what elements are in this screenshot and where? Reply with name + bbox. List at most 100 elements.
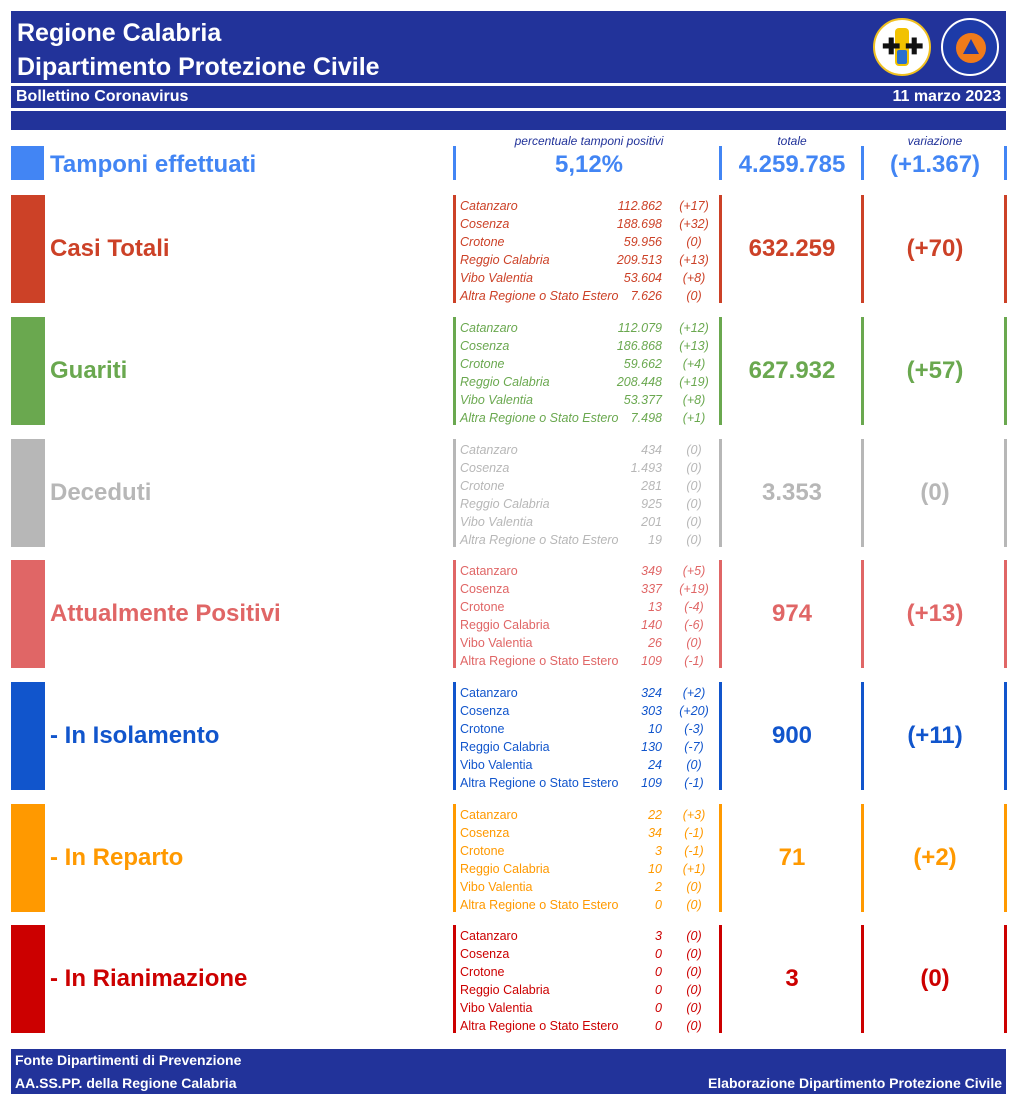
province-list: Catanzaro 112.079 (+12) Cosenza 186.868 (+13)… xyxy=(460,320,718,428)
province-value: 0 xyxy=(655,983,662,997)
category-total: 974 xyxy=(771,600,813,627)
column-divider xyxy=(453,195,456,303)
province-value: 0 xyxy=(655,965,662,979)
province-name: Crotone xyxy=(460,600,505,614)
tamponi-color-marker xyxy=(11,146,44,180)
province-delta: (-1) xyxy=(684,776,704,790)
province-value: 59.662 xyxy=(623,357,662,371)
province-name: Crotone xyxy=(460,357,505,371)
province-delta: (0) xyxy=(686,929,702,943)
province-delta: (0) xyxy=(686,947,702,961)
category-row: Guariti Catanzaro 112.079 (+12) Cosenza 186.8… xyxy=(0,317,1024,425)
column-divider xyxy=(1004,804,1007,912)
province-row: Reggio Calabria 925 (0) xyxy=(460,496,718,514)
header-stripe xyxy=(11,111,1006,130)
column-divider xyxy=(719,804,722,912)
province-name: Cosenza xyxy=(460,461,510,475)
column-divider xyxy=(719,682,722,790)
province-delta: (0) xyxy=(686,533,702,547)
province-delta: (-1) xyxy=(684,826,704,840)
province-row: Altra Regione o Stato Estero 0 (0) xyxy=(460,897,718,915)
province-name: Vibo Valentia xyxy=(460,758,533,772)
category-label: Guariti xyxy=(50,357,128,384)
province-name: Altra Regione o Stato Estero xyxy=(460,533,619,547)
column-divider xyxy=(719,195,722,303)
region-title: Regione Calabria xyxy=(17,19,222,47)
column-divider xyxy=(861,925,864,1033)
province-delta: (0) xyxy=(686,235,702,249)
province-row: Crotone 10 (-3) xyxy=(460,721,718,739)
province-delta: (0) xyxy=(686,636,702,650)
province-row: Reggio Calabria 209.513 (+13) xyxy=(460,252,718,270)
province-row: Altra Regione o Stato Estero 109 (-1) xyxy=(460,775,718,793)
province-name: Altra Regione o Stato Estero xyxy=(460,1019,619,1033)
column-label-percentage: percentuale tamponi positivi xyxy=(514,134,664,148)
province-name: Cosenza xyxy=(460,947,510,961)
tamponi-divider xyxy=(861,146,864,180)
province-row: Cosenza 303 (+20) xyxy=(460,703,718,721)
province-value: 19 xyxy=(648,533,662,547)
category-total: 900 xyxy=(771,722,813,749)
footer-source-line2: AA.SS.PP. della Regione Calabria xyxy=(15,1075,237,1091)
province-row: Crotone 59.662 (+4) xyxy=(460,356,718,374)
tamponi-total: 4.259.785 xyxy=(738,151,846,178)
category-label: Casi Totali xyxy=(50,235,170,262)
province-name: Catanzaro xyxy=(460,321,518,335)
province-value: 53.377 xyxy=(623,393,662,407)
province-delta: (0) xyxy=(686,1001,702,1015)
category-total: 627.932 xyxy=(748,357,836,384)
province-row: Vibo Valentia 53.604 (+8) xyxy=(460,270,718,288)
province-value: 925 xyxy=(641,497,662,511)
province-row: Reggio Calabria 130 (-7) xyxy=(460,739,718,757)
province-value: 3 xyxy=(655,844,662,858)
province-row: Reggio Calabria 10 (+1) xyxy=(460,861,718,879)
province-value: 324 xyxy=(641,686,662,700)
column-divider xyxy=(719,439,722,547)
province-value: 209.513 xyxy=(616,253,662,267)
bulletin-date: 11 marzo 2023 xyxy=(892,88,1001,105)
province-row: Altra Regione o Stato Estero 109 (-1) xyxy=(460,653,718,671)
province-row: Altra Regione o Stato Estero 7.626 (0) xyxy=(460,288,718,306)
province-name: Altra Regione o Stato Estero xyxy=(460,898,619,912)
province-delta: (+8) xyxy=(682,393,706,407)
province-value: 10 xyxy=(648,862,662,876)
column-label-total: totale xyxy=(777,134,807,148)
category-label: - In Rianimazione xyxy=(50,965,248,992)
province-value: 53.604 xyxy=(623,271,662,285)
province-delta: (0) xyxy=(686,497,702,511)
province-row: Vibo Valentia 24 (0) xyxy=(460,757,718,775)
province-delta: (0) xyxy=(686,461,702,475)
province-name: Catanzaro xyxy=(460,199,518,213)
province-row: Cosenza 186.868 (+13) xyxy=(460,338,718,356)
category-row: Deceduti Catanzaro 434 (0) Cosenza 1.493 (0) Cr… xyxy=(0,439,1024,547)
province-value: 186.868 xyxy=(616,339,662,353)
province-value: 3 xyxy=(655,929,662,943)
column-divider xyxy=(1004,439,1007,547)
province-delta: (0) xyxy=(686,983,702,997)
province-name: Cosenza xyxy=(460,826,510,840)
province-value: 0 xyxy=(655,1019,662,1033)
province-delta: (+1) xyxy=(682,862,706,876)
category-label: - In Reparto xyxy=(50,844,184,871)
province-row: Cosenza 188.698 (+32) xyxy=(460,216,718,234)
province-row: Cosenza 1.493 (0) xyxy=(460,460,718,478)
province-row: Catanzaro 112.862 (+17) xyxy=(460,198,718,216)
province-value: 24 xyxy=(648,758,662,772)
province-row: Catanzaro 324 (+2) xyxy=(460,685,718,703)
province-delta: (-1) xyxy=(684,654,704,668)
province-row: Vibo Valentia 201 (0) xyxy=(460,514,718,532)
province-name: Crotone xyxy=(460,479,505,493)
province-delta: (-3) xyxy=(684,722,704,736)
province-value: 59.956 xyxy=(623,235,662,249)
province-row: Altra Regione o Stato Estero 7.498 (+1) xyxy=(460,410,718,428)
province-delta: (0) xyxy=(686,880,702,894)
province-row: Catanzaro 22 (+3) xyxy=(460,807,718,825)
province-name: Altra Regione o Stato Estero xyxy=(460,654,619,668)
province-name: Cosenza xyxy=(460,339,510,353)
province-name: Reggio Calabria xyxy=(460,253,550,267)
category-label: Deceduti xyxy=(50,479,152,506)
category-total: 3 xyxy=(785,965,799,992)
province-name: Reggio Calabria xyxy=(460,375,550,389)
column-divider xyxy=(453,804,456,912)
province-row: Catanzaro 349 (+5) xyxy=(460,563,718,581)
